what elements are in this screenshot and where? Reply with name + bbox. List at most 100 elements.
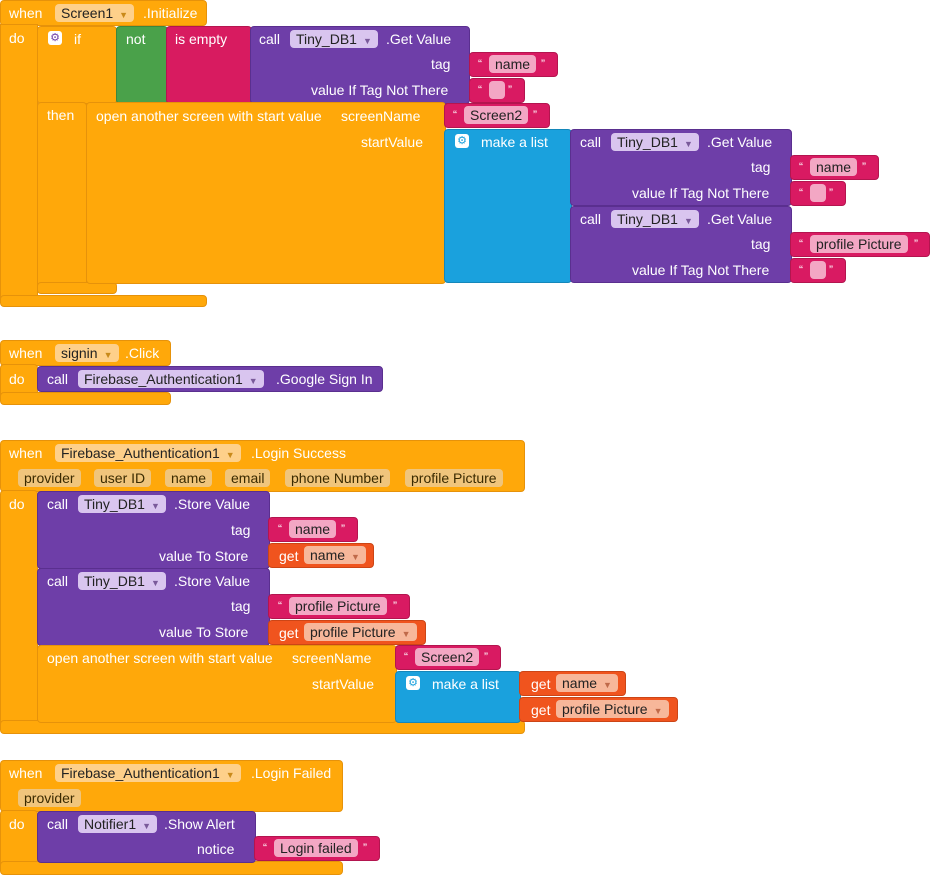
when-label: when	[9, 5, 43, 21]
call-label: call	[47, 816, 69, 832]
startvalue-label: startValue	[361, 134, 423, 150]
component-dropdown[interactable]: Firebase_Authentication1 ▼	[55, 444, 241, 462]
quote-open: “	[799, 263, 803, 277]
quote-open: “	[799, 160, 803, 174]
event-param[interactable]: name	[165, 469, 213, 487]
method-label: .Get Value	[707, 211, 773, 227]
notifier-dropdown[interactable]: Notifier1 ▼	[78, 815, 158, 833]
component-dropdown[interactable]: signin ▼	[55, 344, 119, 362]
chevron-down-icon: ▼	[103, 350, 113, 360]
make-a-list-block[interactable]	[444, 129, 572, 283]
event-param[interactable]: user ID	[94, 469, 152, 487]
gear-icon[interactable]: ⚙	[406, 676, 420, 690]
string-value[interactable]: name	[810, 158, 858, 176]
quote-close: ”	[541, 57, 545, 71]
get-label: get	[531, 702, 551, 718]
if-body-rail	[37, 102, 87, 292]
quote-close: ”	[363, 841, 367, 855]
open-screen-block[interactable]	[37, 645, 397, 723]
method-label: .Get Value	[707, 134, 773, 150]
value-if-not-there-label: value If Tag Not There	[632, 262, 770, 278]
call-label: call	[47, 573, 69, 589]
method-label: .Store Value	[174, 496, 251, 512]
chevron-down-icon: ▼	[225, 770, 235, 780]
quote-open: “	[478, 83, 482, 97]
chevron-down-icon: ▼	[683, 139, 693, 149]
event-body-rail	[0, 490, 38, 730]
event-param[interactable]: profile Picture	[405, 469, 503, 487]
gear-icon[interactable]: ⚙	[455, 134, 469, 148]
component-dropdown[interactable]: Firebase_Authentication1 ▼	[55, 764, 241, 782]
quote-open: “	[453, 108, 457, 122]
do-label: do	[9, 816, 25, 832]
call-label: call	[47, 371, 69, 387]
event-param[interactable]: phone Number	[285, 469, 390, 487]
quote-close: ”	[393, 599, 397, 613]
then-label: then	[47, 107, 75, 123]
string-value[interactable]: name	[489, 55, 537, 73]
quote-open: “	[799, 237, 803, 251]
when-label: when	[9, 445, 43, 461]
screenname-label: screenName	[341, 108, 421, 124]
when-label: when	[9, 765, 43, 781]
tinydb-dropdown[interactable]: Tiny_DB1 ▼	[290, 30, 378, 48]
string-value[interactable]: Screen2	[415, 648, 480, 666]
make-a-list-label: make a list	[481, 134, 548, 150]
quote-close: ”	[341, 522, 345, 536]
auth-dropdown[interactable]: Firebase_Authentication1 ▼	[78, 370, 264, 388]
tag-label: tag	[751, 236, 771, 252]
quote-close: ”	[533, 108, 537, 122]
component-dropdown[interactable]: Screen1 ▼	[55, 4, 135, 22]
chevron-down-icon: ▼	[401, 629, 411, 639]
tinydb-dropdown[interactable]: Tiny_DB1 ▼	[78, 572, 166, 590]
chevron-down-icon: ▼	[603, 680, 612, 690]
event-body-rail	[0, 24, 38, 302]
make-a-list-label: make a list	[432, 676, 499, 692]
event-param[interactable]: provider	[18, 789, 81, 807]
string-value[interactable]: profile Picture	[289, 597, 387, 615]
quote-open: “	[478, 57, 482, 71]
open-screen-label: open another screen with start value	[96, 108, 322, 124]
variable-dropdown[interactable]: name ▼	[556, 674, 618, 692]
if-label: if	[74, 31, 81, 47]
do-label: do	[9, 371, 25, 387]
get-label: get	[279, 548, 299, 564]
event-param[interactable]: email	[225, 469, 271, 487]
string-value[interactable]: Screen2	[464, 106, 529, 124]
event-footer	[0, 392, 171, 405]
open-screen-block[interactable]	[86, 102, 446, 284]
variable-dropdown[interactable]: name ▼	[304, 546, 366, 564]
get-label: get	[279, 625, 299, 641]
string-value[interactable]: Login failed	[274, 839, 358, 857]
empty-string-value[interactable]	[489, 81, 505, 99]
tag-label: tag	[231, 522, 251, 538]
do-label: do	[9, 496, 25, 512]
tinydb-dropdown[interactable]: Tiny_DB1 ▼	[78, 495, 166, 513]
not-label: not	[126, 31, 146, 47]
event-footer	[0, 295, 207, 307]
chevron-down-icon: ▼	[362, 36, 372, 46]
do-label: do	[9, 30, 25, 46]
variable-dropdown[interactable]: profile Picture ▼	[304, 623, 417, 641]
value-if-not-there-label: value If Tag Not There	[632, 185, 770, 201]
quote-close: ”	[829, 263, 833, 277]
string-value[interactable]: name	[289, 520, 337, 538]
not-block[interactable]	[116, 26, 168, 104]
event-footer	[0, 861, 343, 875]
method-label: .Google Sign In	[276, 371, 373, 387]
string-value[interactable]: profile Picture	[810, 235, 908, 253]
event-param[interactable]: provider	[18, 469, 81, 487]
method-label: .Show Alert	[164, 816, 235, 832]
chevron-down-icon: ▼	[225, 450, 235, 460]
chevron-down-icon: ▼	[653, 706, 663, 716]
quote-open: “	[278, 599, 282, 613]
tinydb-dropdown[interactable]: Tiny_DB1 ▼	[611, 133, 699, 151]
empty-string-value[interactable]	[810, 184, 826, 202]
event-name-label: .Login Failed	[251, 765, 332, 781]
quote-open: “	[278, 522, 282, 536]
empty-string-value[interactable]	[810, 261, 826, 279]
gear-icon[interactable]: ⚙	[48, 31, 62, 45]
tag-label: tag	[751, 159, 771, 175]
variable-dropdown[interactable]: profile Picture ▼	[556, 700, 669, 718]
tinydb-dropdown[interactable]: Tiny_DB1 ▼	[611, 210, 699, 228]
